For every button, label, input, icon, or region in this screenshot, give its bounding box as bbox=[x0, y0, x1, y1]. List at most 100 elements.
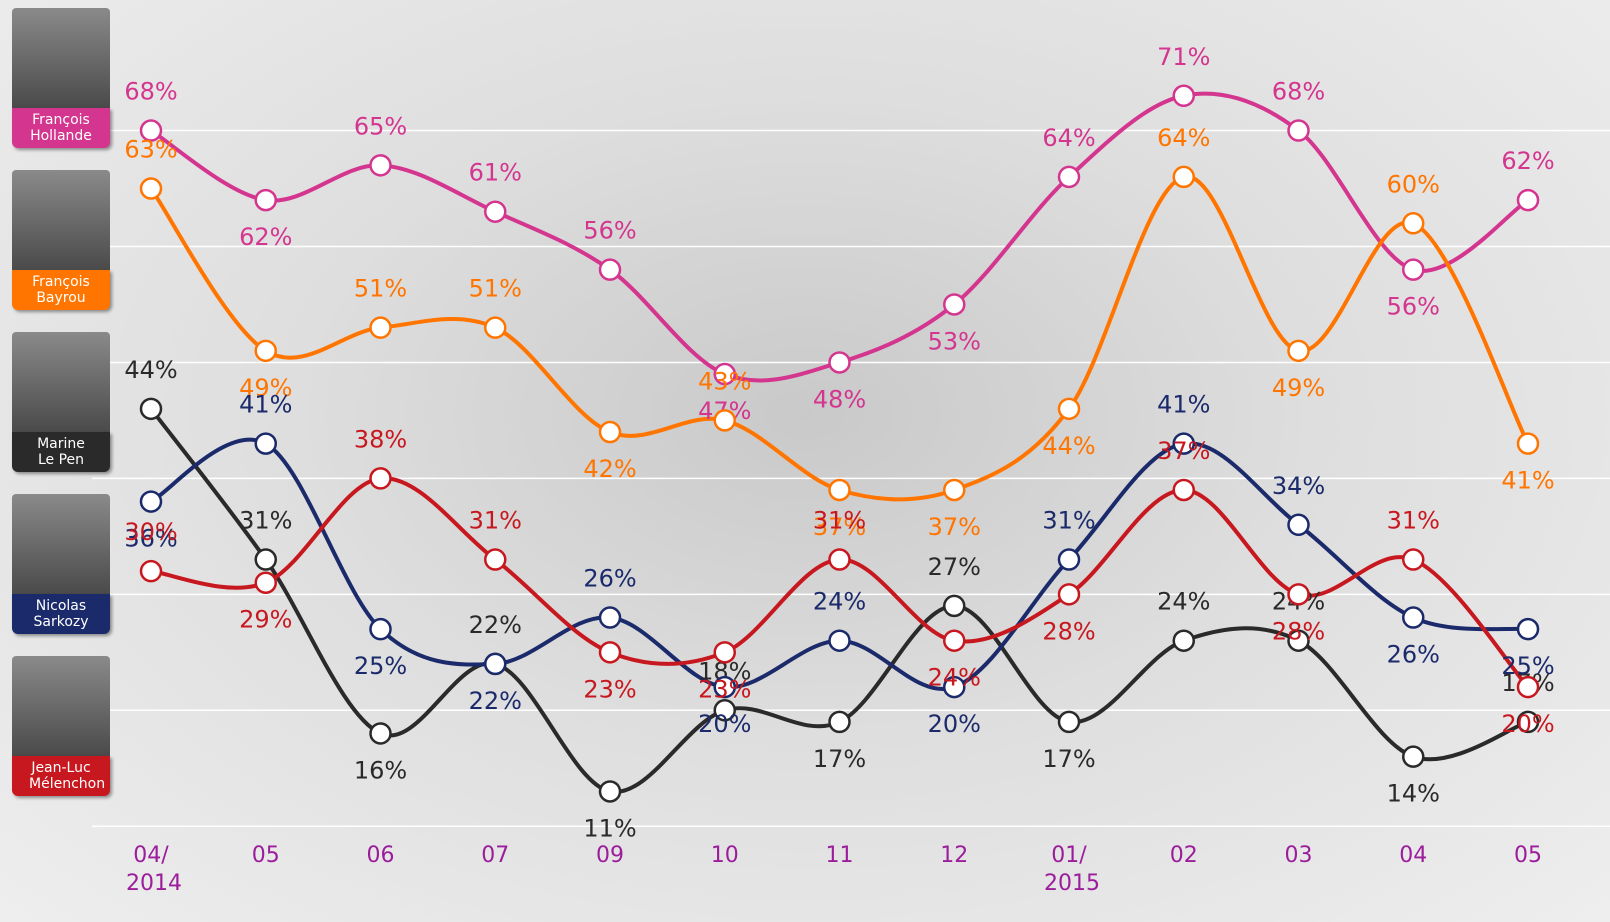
point-marker bbox=[828, 351, 851, 374]
legend-text: Marine Le Pen bbox=[37, 436, 85, 468]
point-marker bbox=[369, 467, 392, 490]
point-marker bbox=[1057, 710, 1081, 734]
point-marker bbox=[254, 432, 277, 455]
data-label: 49% bbox=[239, 374, 292, 402]
point-marker bbox=[1057, 548, 1081, 571]
x-tick-label: 04/ 2014 bbox=[126, 843, 182, 896]
point-marker bbox=[139, 490, 163, 513]
point-marker bbox=[598, 780, 622, 803]
x-tick-label: 05 bbox=[1514, 843, 1542, 868]
data-label: 56% bbox=[583, 217, 636, 245]
point-marker bbox=[254, 188, 277, 212]
point-marker bbox=[943, 675, 966, 699]
legend-text: François Hollande bbox=[30, 112, 92, 144]
data-label: 38% bbox=[354, 425, 407, 453]
data-label: 48% bbox=[813, 385, 866, 413]
legend-text: Jean-Luc Mélenchon bbox=[29, 760, 106, 792]
data-label: 36% bbox=[124, 525, 177, 553]
data-label: 22% bbox=[469, 687, 522, 715]
data-label: 71% bbox=[1157, 43, 1210, 71]
data-label: 20% bbox=[1501, 710, 1554, 738]
data-label: 68% bbox=[124, 78, 177, 106]
legend-label: François Hollande bbox=[12, 108, 110, 148]
point-marker bbox=[1516, 675, 1540, 699]
data-label: 24% bbox=[1157, 588, 1210, 616]
data-label: 64% bbox=[1157, 124, 1210, 152]
x-tick-label: 01/ 2015 bbox=[1044, 843, 1100, 896]
data-label: 34% bbox=[1272, 472, 1325, 500]
data-label: 22% bbox=[469, 611, 522, 639]
data-label: 64% bbox=[1042, 124, 1095, 152]
point-marker bbox=[943, 478, 966, 502]
portrait bbox=[12, 170, 110, 270]
legend-entry: François Hollande bbox=[12, 8, 110, 148]
point-marker bbox=[1057, 397, 1081, 421]
point-marker bbox=[1402, 258, 1425, 281]
data-label: 24% bbox=[813, 588, 866, 616]
legend-label: Nicolas Sarkozy bbox=[12, 594, 110, 634]
data-label: 63% bbox=[124, 136, 177, 164]
legend-label: Jean-Luc Mélenchon bbox=[12, 756, 110, 796]
point-marker bbox=[484, 200, 507, 223]
data-label: 20% bbox=[928, 710, 981, 738]
point-marker bbox=[1402, 212, 1425, 235]
portrait bbox=[12, 656, 110, 756]
point-marker bbox=[713, 641, 736, 664]
point-marker bbox=[484, 652, 507, 676]
data-label: 31% bbox=[1387, 507, 1440, 535]
data-label: 16% bbox=[354, 756, 407, 784]
data-label: 56% bbox=[1387, 293, 1440, 321]
data-label: 30% bbox=[124, 518, 177, 546]
point-marker bbox=[598, 606, 622, 629]
data-label: 42% bbox=[583, 455, 636, 483]
point-marker bbox=[1057, 583, 1081, 606]
data-label: 62% bbox=[239, 223, 292, 251]
point-marker bbox=[828, 629, 851, 652]
point-marker bbox=[1172, 432, 1195, 455]
point-marker bbox=[828, 478, 851, 502]
data-label: 44% bbox=[124, 356, 177, 384]
point-marker bbox=[1516, 617, 1540, 641]
point-marker bbox=[1402, 548, 1425, 571]
point-marker bbox=[1172, 84, 1195, 108]
data-label: 23% bbox=[583, 675, 636, 703]
point-marker bbox=[943, 293, 966, 316]
portrait bbox=[12, 8, 110, 108]
data-label: 37% bbox=[1157, 437, 1210, 465]
legend-entry: Nicolas Sarkozy bbox=[12, 494, 110, 634]
point-marker bbox=[1287, 513, 1310, 537]
point-marker bbox=[1172, 478, 1195, 502]
data-label: 29% bbox=[239, 606, 292, 634]
legend-text: Nicolas Sarkozy bbox=[33, 598, 89, 630]
data-label: 17% bbox=[1042, 745, 1095, 773]
x-tick-label: 12 bbox=[940, 843, 969, 868]
point-marker bbox=[1172, 629, 1195, 652]
point-marker bbox=[369, 316, 392, 339]
legend-entry: Jean-Luc Mélenchon bbox=[12, 656, 110, 796]
data-label: 31% bbox=[239, 507, 292, 535]
data-label: 44% bbox=[1042, 432, 1095, 460]
data-label: 20% bbox=[698, 710, 751, 738]
point-marker bbox=[1516, 710, 1540, 734]
point-marker bbox=[1057, 165, 1081, 189]
point-marker bbox=[139, 177, 163, 200]
point-marker bbox=[369, 154, 392, 177]
point-marker bbox=[1402, 606, 1425, 629]
data-label: 43% bbox=[698, 367, 751, 395]
point-marker bbox=[139, 119, 163, 142]
legend-entry: Marine Le Pen bbox=[12, 332, 110, 472]
point-marker bbox=[484, 548, 507, 571]
data-label: 28% bbox=[1042, 617, 1095, 645]
point-marker bbox=[713, 675, 736, 699]
point-marker bbox=[1287, 119, 1310, 142]
portrait bbox=[12, 332, 110, 432]
data-label: 17% bbox=[813, 745, 866, 773]
x-tick-label: 05 bbox=[251, 843, 280, 868]
legend-entry: François Bayrou bbox=[12, 170, 110, 310]
point-marker bbox=[598, 641, 622, 664]
x-tick-label: 09 bbox=[596, 843, 624, 868]
x-tick-label: 02 bbox=[1169, 843, 1198, 868]
data-label: 26% bbox=[583, 565, 636, 593]
point-marker bbox=[369, 617, 392, 641]
point-marker bbox=[1516, 188, 1540, 212]
